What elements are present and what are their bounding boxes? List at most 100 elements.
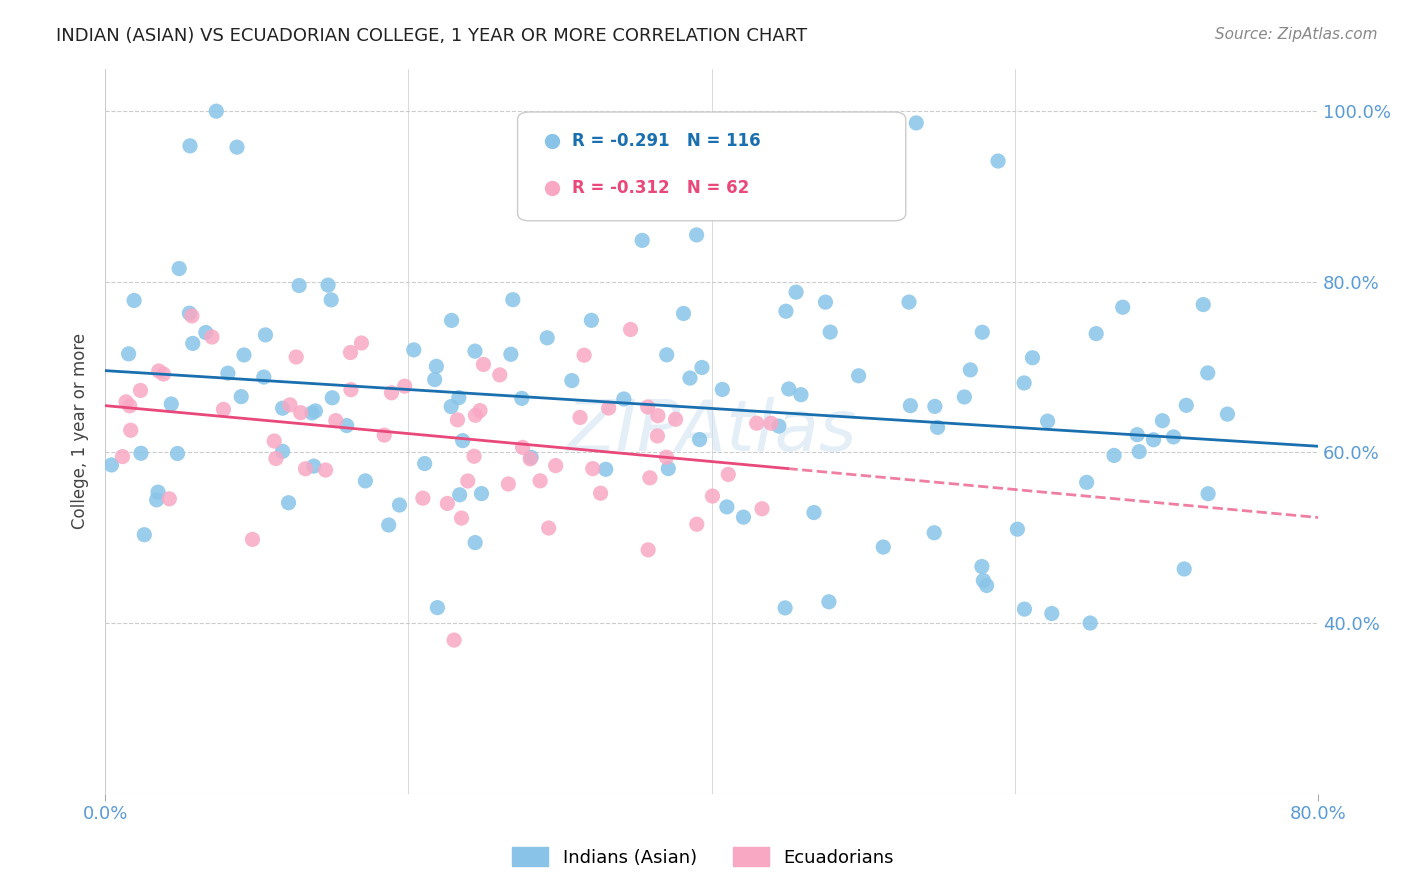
Point (277, 496, 299, 510)
Point (818, 595, 841, 609)
Point (380, 385, 402, 400)
Point (529, 474, 551, 488)
Point (302, 459, 325, 474)
Point (100, 458, 122, 472)
Point (231, 390, 253, 404)
Point (285, 350, 308, 364)
Point (278, 398, 301, 412)
Point (464, 344, 486, 359)
Point (598, 401, 620, 415)
Point (502, 293, 524, 307)
Point (450, 511, 472, 525)
Point (412, 491, 434, 505)
Point (425, 359, 447, 374)
Point (1197, 487, 1219, 501)
Point (1192, 297, 1215, 311)
Point (201, 330, 224, 344)
Point (1142, 433, 1164, 447)
Point (872, 540, 894, 554)
Point (145, 492, 167, 507)
Point (179, 139, 201, 153)
Point (1036, 414, 1059, 428)
Point (582, 461, 605, 475)
Text: R = -0.312   N = 62: R = -0.312 N = 62 (572, 179, 749, 197)
Point (638, 471, 661, 485)
Point (711, 383, 734, 397)
Point (447, 391, 470, 405)
Point (167, 261, 190, 276)
Point (686, 517, 709, 532)
Point (1040, 607, 1063, 621)
Point (129, 446, 152, 460)
Point (426, 600, 449, 615)
Point (569, 410, 592, 425)
Point (316, 278, 339, 293)
Point (498, 477, 520, 491)
Point (166, 446, 188, 460)
Point (848, 368, 870, 383)
Point (440, 400, 463, 414)
Point (179, 306, 201, 320)
Point (339, 345, 361, 359)
Point (325, 414, 347, 428)
Point (413, 457, 436, 471)
Point (134, 527, 156, 541)
Point (970, 559, 993, 574)
Point (157, 491, 180, 506)
Point (1216, 407, 1239, 421)
Point (773, 601, 796, 615)
Point (561, 374, 583, 388)
Point (519, 451, 541, 466)
Point (1007, 522, 1029, 536)
Point (264, 451, 287, 466)
Point (702, 489, 724, 503)
Point (152, 367, 174, 381)
Point (637, 542, 659, 557)
Point (657, 461, 679, 475)
Point (468, 403, 491, 417)
Point (572, 348, 595, 362)
Point (446, 413, 468, 427)
Point (271, 401, 294, 416)
Point (536, 331, 558, 345)
Point (924, 400, 946, 414)
Point (652, 189, 675, 203)
Point (544, 458, 567, 473)
Point (818, 325, 841, 339)
Point (1173, 562, 1195, 576)
Point (321, 391, 343, 405)
Point (181, 336, 204, 351)
Point (898, 399, 921, 413)
Point (717, 467, 740, 482)
Point (1012, 376, 1035, 390)
Point (253, 370, 276, 384)
Point (972, 574, 994, 588)
Point (463, 449, 485, 463)
Point (976, 578, 998, 592)
Point (111, 450, 134, 464)
Point (803, 506, 825, 520)
Point (927, 420, 949, 434)
Point (619, 322, 641, 336)
Point (778, 382, 800, 396)
Text: ZIPAtlas: ZIPAtlas (567, 397, 856, 466)
Text: Source: ZipAtlas.com: Source: ZipAtlas.com (1215, 27, 1378, 42)
Point (1076, 475, 1098, 490)
Point (321, 293, 343, 307)
Point (394, 379, 416, 393)
Point (972, 325, 994, 339)
Point (470, 486, 492, 500)
Point (436, 496, 458, 510)
Point (647, 409, 669, 423)
Point (785, 285, 807, 300)
Point (1021, 351, 1043, 365)
Point (1014, 602, 1036, 616)
Point (440, 313, 463, 327)
Point (922, 525, 945, 540)
Point (595, 462, 617, 476)
Point (987, 154, 1010, 169)
Point (464, 535, 486, 549)
Point (775, 304, 797, 318)
Point (449, 488, 471, 502)
Point (690, 360, 713, 375)
